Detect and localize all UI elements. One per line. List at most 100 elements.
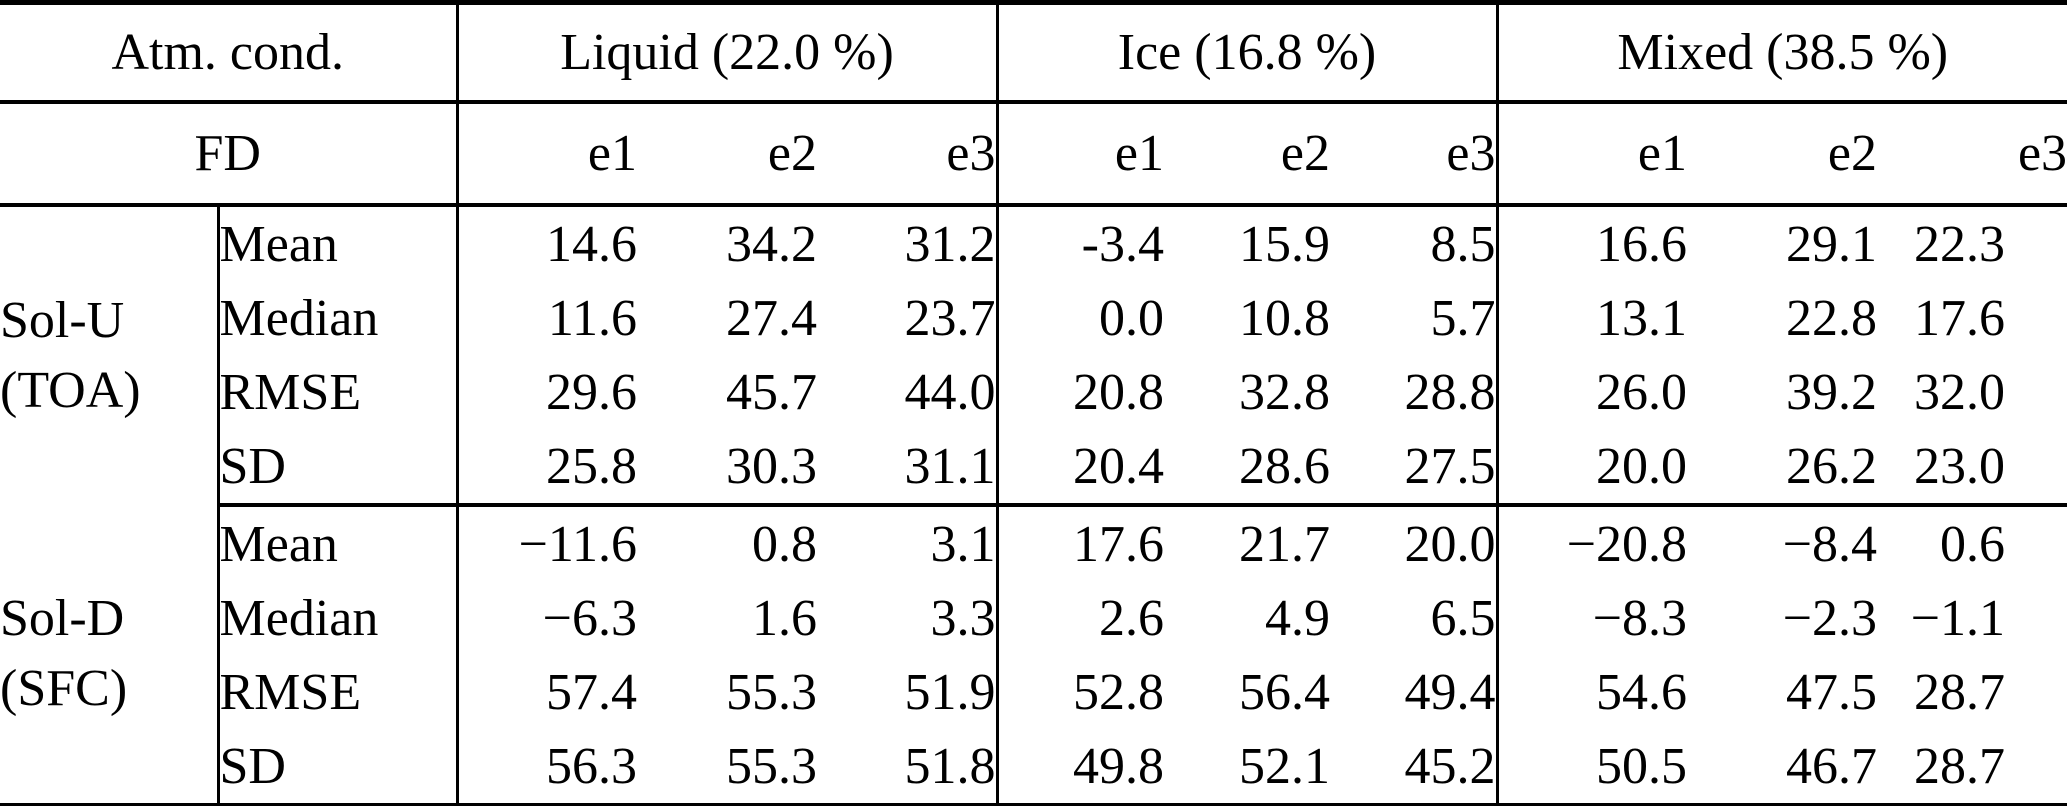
data-cell: 52.8 (995, 655, 1164, 729)
table-row: Median −6.3 1.6 3.3 2.6 4.9 6.5 −8.3 −2.… (0, 581, 2067, 655)
data-cell: 25.8 (455, 429, 637, 507)
data-cell: 31.2 (904, 215, 996, 273)
ensemble-header-ice-e2: e2 (1164, 102, 1330, 207)
data-cell: 16.6 (1495, 205, 1688, 281)
data-cell: 32.0 (1914, 363, 2006, 421)
group-label-line1: Sol-D (0, 589, 125, 647)
table-row: SD 56.3 55.3 51.8 49.8 52.1 45.2 50.5 46… (0, 729, 2067, 806)
data-cell: 50.5 (1495, 729, 1688, 806)
data-cell: 46.7 (1786, 737, 1878, 795)
data-cell: 0.6 (1940, 515, 2006, 573)
data-cell: 29.6 (455, 355, 637, 429)
data-cell: 45.2 (1404, 737, 1496, 795)
data-cell: 55.3 (726, 663, 817, 721)
group-label-line2: (SFC) (0, 660, 128, 717)
data-cell: 51.8 (904, 737, 996, 795)
data-cell: 5.7 (1430, 289, 1496, 347)
data-cell: 23.0 (1877, 429, 2067, 507)
data-cell: 34.2 (726, 215, 817, 273)
data-cell: 21.7 (1239, 515, 1330, 573)
data-cell: 39.2 (1786, 363, 1878, 421)
data-cell: 30.3 (637, 429, 817, 507)
ensemble-header-mixed-e3: e3 (1877, 102, 2067, 207)
table-row: RMSE 29.6 45.7 44.0 20.8 32.8 28.8 26.0 … (0, 355, 2067, 429)
data-cell: -3.4 (995, 205, 1164, 281)
header-ice: Ice (16.8 %) (995, 2, 1498, 104)
data-cell: 4.9 (1265, 589, 1330, 647)
row-group-label-sol-d-sfc: Sol-D (SFC) (0, 505, 218, 806)
data-cell: 13.1 (1495, 281, 1688, 355)
data-cell: −11.6 (455, 505, 637, 581)
data-cell: 52.1 (1239, 737, 1330, 795)
group-label-line2: (TOA) (0, 362, 141, 419)
data-cell: 22.3 (1914, 215, 2006, 273)
data-cell: 6.5 (1430, 589, 1496, 647)
header-row-conditions: Atm. cond. Liquid (22.0 %) Ice (16.8 %) … (0, 2, 2067, 104)
data-cell: 10.8 (1239, 289, 1330, 347)
stat-label: RMSE (216, 355, 457, 429)
table-row: Sol-U (TOA) Mean 14.6 34.2 31.2 -3.4 15.… (0, 205, 2067, 419)
data-cell: 28.8 (1404, 363, 1496, 421)
stat-label: RMSE (216, 655, 457, 729)
data-cell: 28.7 (1914, 663, 2006, 721)
data-cell: 49.8 (995, 729, 1164, 806)
data-cell: −8.3 (1495, 581, 1688, 655)
stat-label: SD (216, 429, 457, 507)
data-cell: 14.6 (455, 205, 637, 281)
data-cell: 23.7 (904, 289, 996, 347)
table-row: Median 11.6 27.4 23.7 0.0 10.8 5.7 13.1 … (0, 281, 2067, 355)
ensemble-header-liquid-e1: e1 (455, 102, 637, 207)
data-cell: 2.6 (995, 581, 1164, 655)
data-cell: 28.6 (1164, 429, 1330, 507)
data-cell: 31.1 (817, 429, 997, 507)
data-cell: 11.6 (455, 281, 637, 355)
data-cell: 57.4 (455, 655, 637, 729)
ensemble-header-mixed-e1: e1 (1495, 102, 1688, 207)
table-row: RMSE 57.4 55.3 51.9 52.8 56.4 49.4 54.6 … (0, 655, 2067, 729)
data-cell: 54.6 (1495, 655, 1688, 729)
data-cell: 17.6 (1914, 289, 2006, 347)
data-cell: 0.0 (995, 281, 1164, 355)
header-atm-cond: Atm. cond. (0, 2, 457, 104)
ensemble-header-liquid-e2: e2 (637, 102, 817, 207)
data-cell: 15.9 (1239, 215, 1330, 273)
stat-label: Median (216, 581, 457, 655)
data-cell: 20.0 (1404, 515, 1496, 573)
data-cell: 27.4 (726, 289, 817, 347)
stat-label: SD (216, 729, 457, 806)
header-row-ensembles: FD e1 e2 e3 e1 e2 e3 e1 e2 e3 (0, 102, 2067, 207)
data-cell: 26.0 (1495, 355, 1688, 429)
stat-label: Mean (216, 205, 457, 281)
ensemble-header-liquid-e3: e3 (817, 102, 997, 207)
data-cell: 28.7 (1914, 737, 2006, 795)
data-cell: 32.8 (1239, 363, 1330, 421)
data-cell: −6.3 (455, 581, 637, 655)
ensemble-header-ice-e1: e1 (995, 102, 1164, 207)
data-cell: −20.8 (1495, 505, 1688, 581)
row-group-label-sol-u-toa: Sol-U (TOA) (0, 205, 218, 505)
table-row: SD 25.8 30.3 31.1 20.4 28.6 27.5 20.0 26… (0, 429, 2067, 507)
data-cell: 55.3 (726, 737, 817, 795)
stat-label: Mean (216, 505, 457, 581)
table-row: Sol-D (SFC) Mean −11.6 0.8 3.1 17.6 21.7… (0, 505, 2067, 717)
data-cell: 56.3 (455, 729, 637, 806)
data-cell: 17.6 (995, 505, 1164, 581)
stat-label: Median (216, 281, 457, 355)
header-liquid: Liquid (22.0 %) (455, 2, 997, 104)
data-cell: 45.7 (726, 363, 817, 421)
data-cell: 20.8 (995, 355, 1164, 429)
data-cell: 22.8 (1786, 289, 1878, 347)
data-cell: 44.0 (904, 363, 996, 421)
ensemble-header-ice-e3: e3 (1330, 102, 1498, 207)
ensemble-header-mixed-e2: e2 (1687, 102, 1878, 207)
data-cell: 8.5 (1430, 215, 1496, 273)
data-cell: 47.5 (1786, 663, 1878, 721)
data-cell: 3.3 (930, 589, 996, 647)
data-cell: 0.8 (752, 515, 817, 573)
data-cell: 27.5 (1330, 429, 1498, 507)
data-cell: 20.0 (1495, 429, 1688, 507)
data-cell: 49.4 (1404, 663, 1496, 721)
data-cell: 26.2 (1687, 429, 1878, 507)
